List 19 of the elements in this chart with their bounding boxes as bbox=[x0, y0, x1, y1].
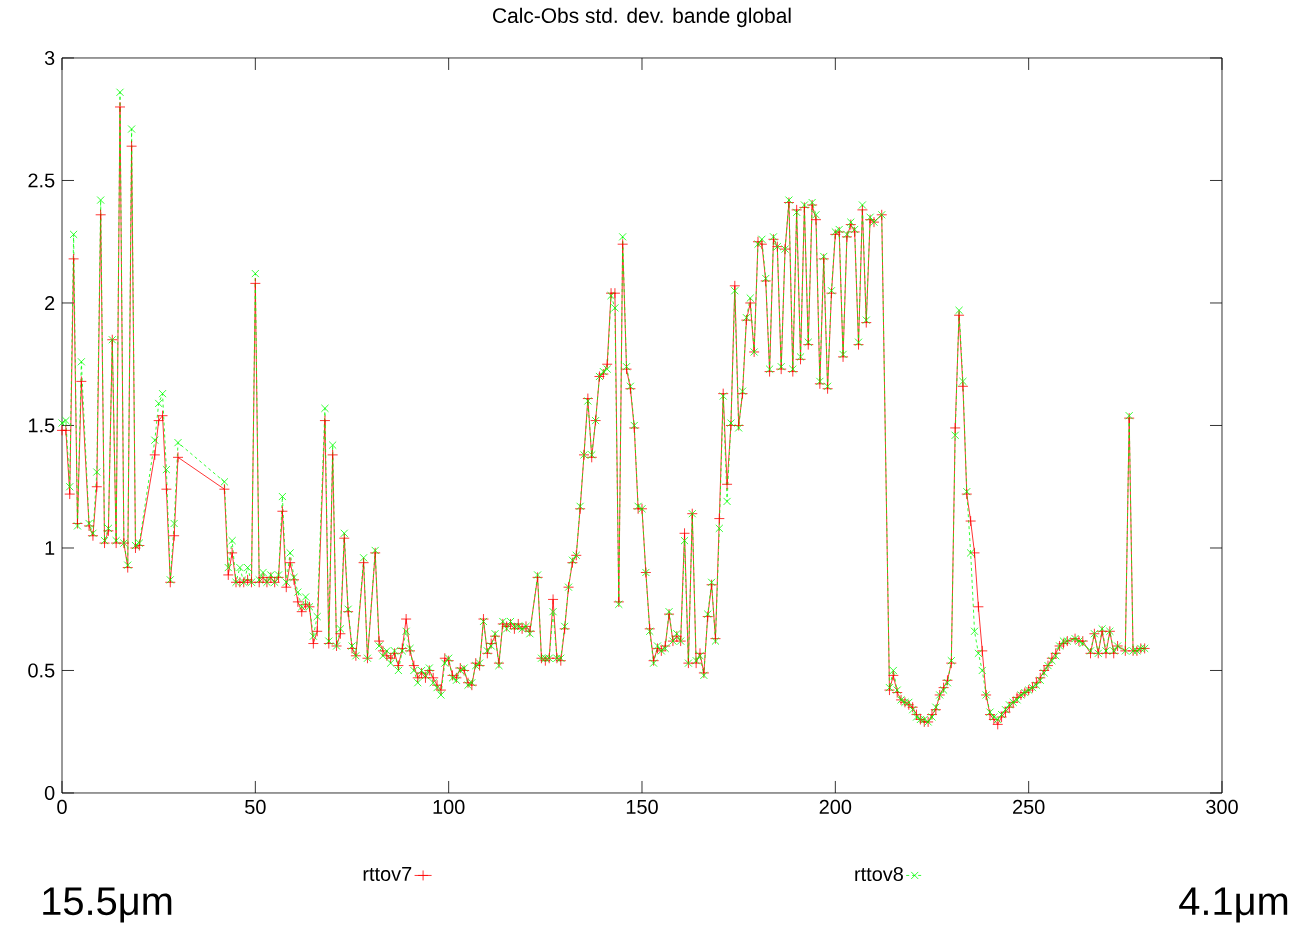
y-tick-label: 2.5 bbox=[28, 173, 55, 188]
y-tick-label: 1 bbox=[45, 541, 55, 555]
x-tick-label: 200 bbox=[819, 799, 852, 814]
text: 15.5μm bbox=[43, 887, 172, 923]
y-tick-label: 0.5 bbox=[28, 663, 55, 678]
y-tick-label: 2 bbox=[45, 296, 55, 310]
x-tick-label: 100 bbox=[433, 799, 465, 814]
y-tick-label: 0 bbox=[44, 785, 55, 801]
x-tick-label: 0 bbox=[57, 799, 67, 814]
text: 4.1μm bbox=[1179, 887, 1288, 923]
x-tick-label: 250 bbox=[1013, 799, 1045, 814]
x-tick-label: 150 bbox=[626, 799, 658, 814]
y-tick-label: 3 bbox=[44, 50, 55, 66]
legend-label: rttov8 bbox=[855, 867, 903, 882]
legend-label: rttov7 bbox=[363, 867, 412, 881]
y-tick-label: 1.5 bbox=[28, 418, 55, 433]
x-tick-label: 300 bbox=[1206, 799, 1238, 814]
x-tick-label: 50 bbox=[245, 799, 266, 814]
chart-title: Calc-Obs std. dev. bande global bbox=[493, 7, 791, 28]
